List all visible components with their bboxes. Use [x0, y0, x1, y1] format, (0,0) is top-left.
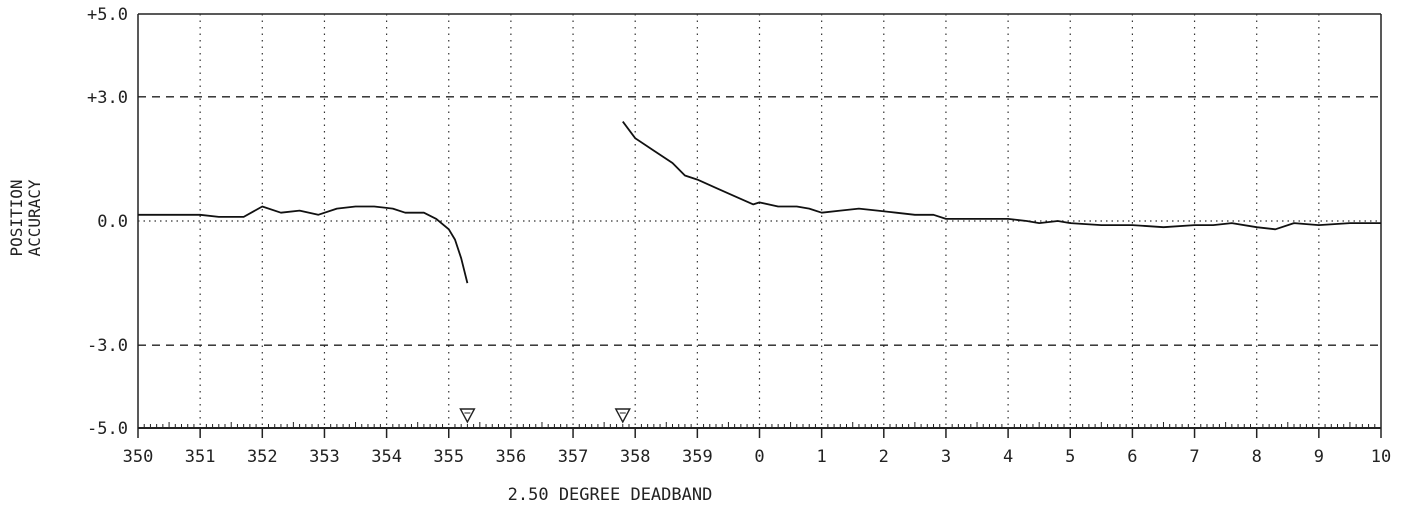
grid-layer — [137, 13, 1382, 429]
y-axis-label-line-1: POSITION — [7, 179, 26, 256]
x-tick-label: 353 — [309, 447, 340, 467]
tick-layer — [137, 422, 1382, 438]
x-tick-label: 3 — [941, 447, 951, 467]
y-tick-label: +3.0 — [87, 88, 128, 108]
x-tick-label: 0 — [754, 447, 764, 467]
x-tick-label: 9 — [1314, 447, 1324, 467]
x-tick-label: 355 — [433, 447, 464, 467]
x-tick-label: 356 — [496, 447, 527, 467]
y-tick-label: -3.0 — [87, 336, 128, 356]
y-tick-label: +5.0 — [87, 5, 128, 25]
y-axis-label-line-2: ACCURACY — [25, 179, 44, 256]
y-tick-label: 0.0 — [97, 212, 128, 232]
x-tick-label: 354 — [371, 447, 402, 467]
x-tick-label: 1 — [817, 447, 827, 467]
x-tick-label: 350 — [123, 447, 154, 467]
y-tick-label: -5.0 — [87, 419, 128, 439]
x-tick-label: 4 — [1003, 447, 1013, 467]
x-tick-label: 2 — [879, 447, 889, 467]
x-tick-label: 352 — [247, 447, 278, 467]
x-tick-label: 5 — [1065, 447, 1075, 467]
x-tick-label: 351 — [185, 447, 216, 467]
x-axis-label: 2.50 DEGREE DEADBAND — [508, 485, 713, 505]
x-tick-label: 10 — [1371, 447, 1391, 467]
x-tick-label: 359 — [682, 447, 713, 467]
series-layer — [138, 121, 1381, 424]
accuracy-series-line — [138, 205, 469, 284]
x-tick-label: 6 — [1127, 447, 1137, 467]
deadband-marker — [614, 408, 631, 424]
deadband-marker — [459, 408, 476, 424]
x-tick-label: 7 — [1189, 447, 1199, 467]
x-tick-label: 358 — [620, 447, 651, 467]
accuracy-series-line — [622, 121, 1381, 231]
x-tick-label: 357 — [558, 447, 589, 467]
x-tick-label: 8 — [1252, 447, 1262, 467]
